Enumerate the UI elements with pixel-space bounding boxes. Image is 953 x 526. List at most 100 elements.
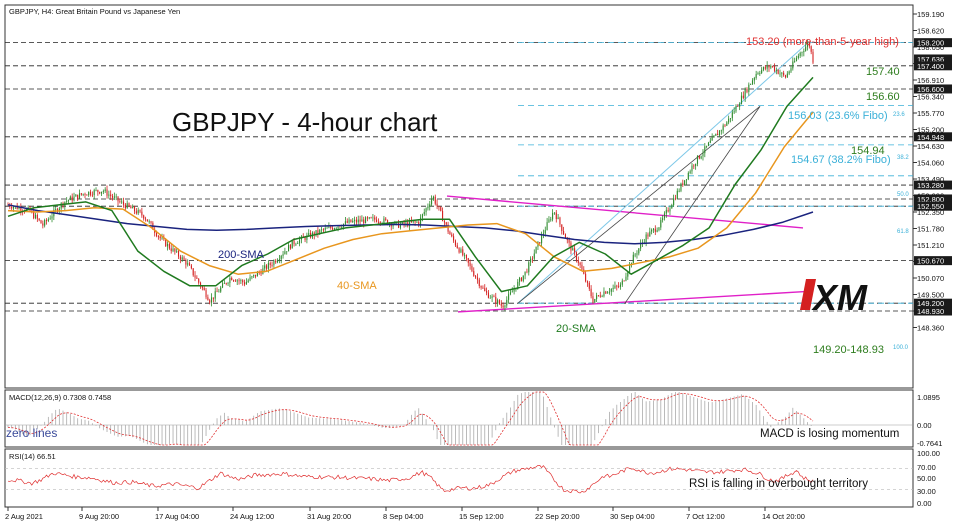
candle-body (779, 73, 781, 75)
candle-body (647, 234, 649, 237)
candle-body (383, 218, 385, 224)
candle-body (284, 251, 286, 255)
candle-body (575, 252, 577, 261)
annotation-157-40: 157.40 (866, 66, 900, 78)
candle-body (572, 248, 574, 251)
candle-body (464, 254, 466, 256)
candle-body (810, 46, 812, 52)
candle-body (795, 57, 798, 62)
candle-body (552, 213, 554, 220)
candle-body (355, 219, 357, 223)
candle-body (590, 288, 592, 297)
candle-body (260, 272, 262, 275)
candlestick-series (7, 39, 814, 312)
candle-body (520, 277, 522, 281)
candle-body (546, 222, 548, 231)
candle-body (638, 248, 640, 254)
candle-body (784, 75, 787, 78)
time-tick-label: 8 Sep 04:00 (383, 512, 423, 521)
candle-body (539, 242, 541, 244)
candle-body (691, 165, 693, 172)
candle-body (750, 83, 752, 85)
candle-body (495, 296, 497, 304)
candle-body (429, 204, 431, 207)
candle-body (654, 228, 656, 232)
candle-body (493, 296, 495, 298)
candle-body (799, 52, 801, 56)
candle-body (665, 210, 667, 214)
candle-body (231, 277, 233, 281)
candle-body (610, 289, 612, 292)
candle-body (473, 271, 475, 276)
candle-body (286, 251, 288, 253)
sma-line-20-sma (7, 76, 814, 293)
candle-body (359, 219, 361, 222)
swing-line-b (624, 106, 761, 304)
candle-body (421, 214, 423, 218)
candle-body (86, 194, 88, 196)
candle-body (460, 249, 462, 253)
candle-body (106, 189, 108, 196)
candle-body (447, 224, 449, 232)
candle-body (232, 280, 235, 281)
rsi-tick-100: 100.00 (917, 449, 940, 458)
candle-body (113, 196, 115, 198)
main-chart-title: GBPJPY - 4-hour chart (172, 107, 438, 137)
rsi-line (7, 464, 814, 494)
candle-body (440, 207, 442, 211)
candle-body (476, 277, 478, 280)
label-200-sma: 200-SMA (218, 249, 265, 261)
candle-body (240, 280, 242, 282)
candle-body (370, 217, 372, 219)
candle-body (531, 258, 533, 260)
candle-body (772, 66, 774, 67)
candle-body (368, 217, 370, 219)
candle-body (20, 207, 22, 212)
candle-body (548, 219, 550, 223)
candle-body (319, 229, 321, 234)
time-axis: 2 Aug 2021 9 Aug 20:00 17 Aug 04:00 24 Aug … (5, 507, 805, 521)
candle-body (288, 244, 290, 252)
candle-body (718, 130, 721, 136)
candle-body (214, 291, 216, 299)
candle-body (757, 73, 759, 75)
candle-body (77, 194, 79, 199)
candle-body (55, 209, 57, 210)
candle-body (801, 52, 803, 53)
candle-body (350, 219, 352, 223)
candle-body (88, 191, 90, 196)
candle-body (737, 106, 739, 107)
candle-body (166, 243, 169, 247)
candle-body (728, 118, 730, 123)
candle-body (58, 208, 60, 212)
price-highlight-box (914, 194, 952, 204)
candle-body (431, 198, 433, 205)
price-tick-label: 158.620 (917, 27, 944, 36)
candle-body (442, 210, 444, 222)
macd-series (5, 391, 913, 446)
candle-body (115, 196, 117, 198)
candle-body (508, 294, 510, 300)
candle-body (605, 291, 607, 294)
time-tick-label: 9 Aug 20:00 (79, 512, 119, 521)
candle-body (220, 287, 222, 292)
price-highlight-box (914, 38, 952, 48)
candle-body (517, 281, 519, 289)
candle-body (592, 296, 594, 303)
price-tick-label: 155.200 (917, 126, 944, 135)
candle-body (663, 213, 666, 219)
candle-body (751, 80, 754, 84)
candle-body (744, 89, 746, 98)
price-highlight-box (914, 298, 952, 308)
candle-body (597, 295, 600, 297)
candle-body (154, 229, 156, 233)
candle-body (768, 65, 770, 68)
candle-body (544, 230, 546, 234)
candle-body (124, 204, 126, 209)
candle-body (608, 291, 611, 293)
candle-body (451, 234, 453, 237)
candle-body (687, 172, 689, 180)
candle-body (401, 221, 403, 225)
candle-body (627, 271, 629, 277)
candle-body (432, 196, 434, 199)
